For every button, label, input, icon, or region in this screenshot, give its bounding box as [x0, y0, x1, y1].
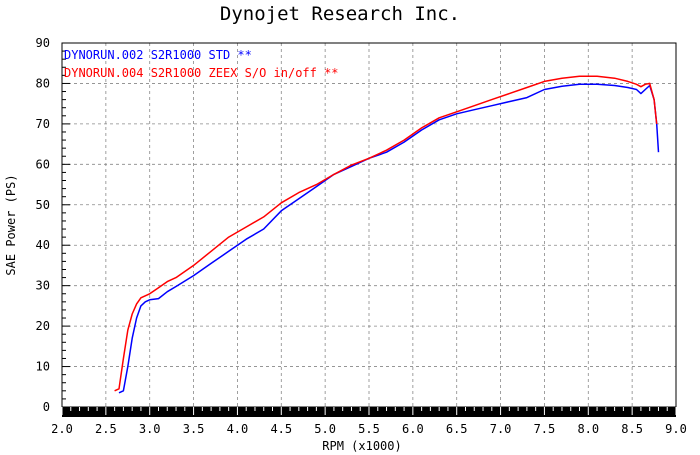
legend-entry-2: DYNORUN.004 S2R1000 ZEEX S/O in/off **: [64, 66, 339, 80]
chart-title: Dynojet Research Inc.: [220, 3, 460, 25]
x-tick-label: 9.0: [665, 422, 687, 436]
y-tick-label: 40: [36, 238, 50, 252]
y-tick-label: 0: [43, 400, 50, 414]
x-tick-label: 5.5: [358, 422, 380, 436]
y-tick-label: 50: [36, 198, 50, 212]
x-tick-label: 3.0: [139, 422, 161, 436]
y-tick-label: 70: [36, 117, 50, 131]
series-lines: [114, 75, 660, 394]
legend: DYNORUN.002 S2R1000 STD ** DYNORUN.004 S2…: [64, 48, 339, 80]
x-tick-label: 4.5: [270, 422, 292, 436]
y-tick-label: 80: [36, 76, 50, 90]
x-axis-label: RPM (x1000): [322, 439, 401, 453]
series-line-2: [114, 75, 658, 392]
x-tick-label: 3.5: [183, 422, 205, 436]
x-tick-label: 8.0: [577, 422, 599, 436]
x-tick-label: 5.0: [314, 422, 336, 436]
x-tick-label: 6.0: [402, 422, 424, 436]
x-tick-label: 7.5: [534, 422, 556, 436]
grid-lines: [62, 43, 676, 407]
axes: [61, 42, 677, 417]
x-tick-label: 2.0: [51, 422, 73, 436]
x-tick-label: 8.5: [621, 422, 643, 436]
x-tick-label: 2.5: [95, 422, 117, 436]
series-line-1: [118, 83, 660, 394]
y-tick-label: 60: [36, 157, 50, 171]
x-tick-label: 6.5: [446, 422, 468, 436]
y-tick-label: 30: [36, 279, 50, 293]
x-tick-label: 7.0: [490, 422, 512, 436]
legend-entry-1: DYNORUN.002 S2R1000 STD **: [64, 48, 252, 62]
x-tick-label: 4.0: [227, 422, 249, 436]
y-tick-label: 10: [36, 360, 50, 374]
y-axis-label: SAE Power (PS): [4, 174, 18, 275]
tick-labels: 2.0 2.5 3.0 3.5 4.0 4.5 5.0 5.5 6.0 6.5 7.0 7.5 8.0 8…: [36, 36, 687, 436]
y-tick-label: 20: [36, 319, 50, 333]
y-tick-label: 90: [36, 36, 50, 50]
